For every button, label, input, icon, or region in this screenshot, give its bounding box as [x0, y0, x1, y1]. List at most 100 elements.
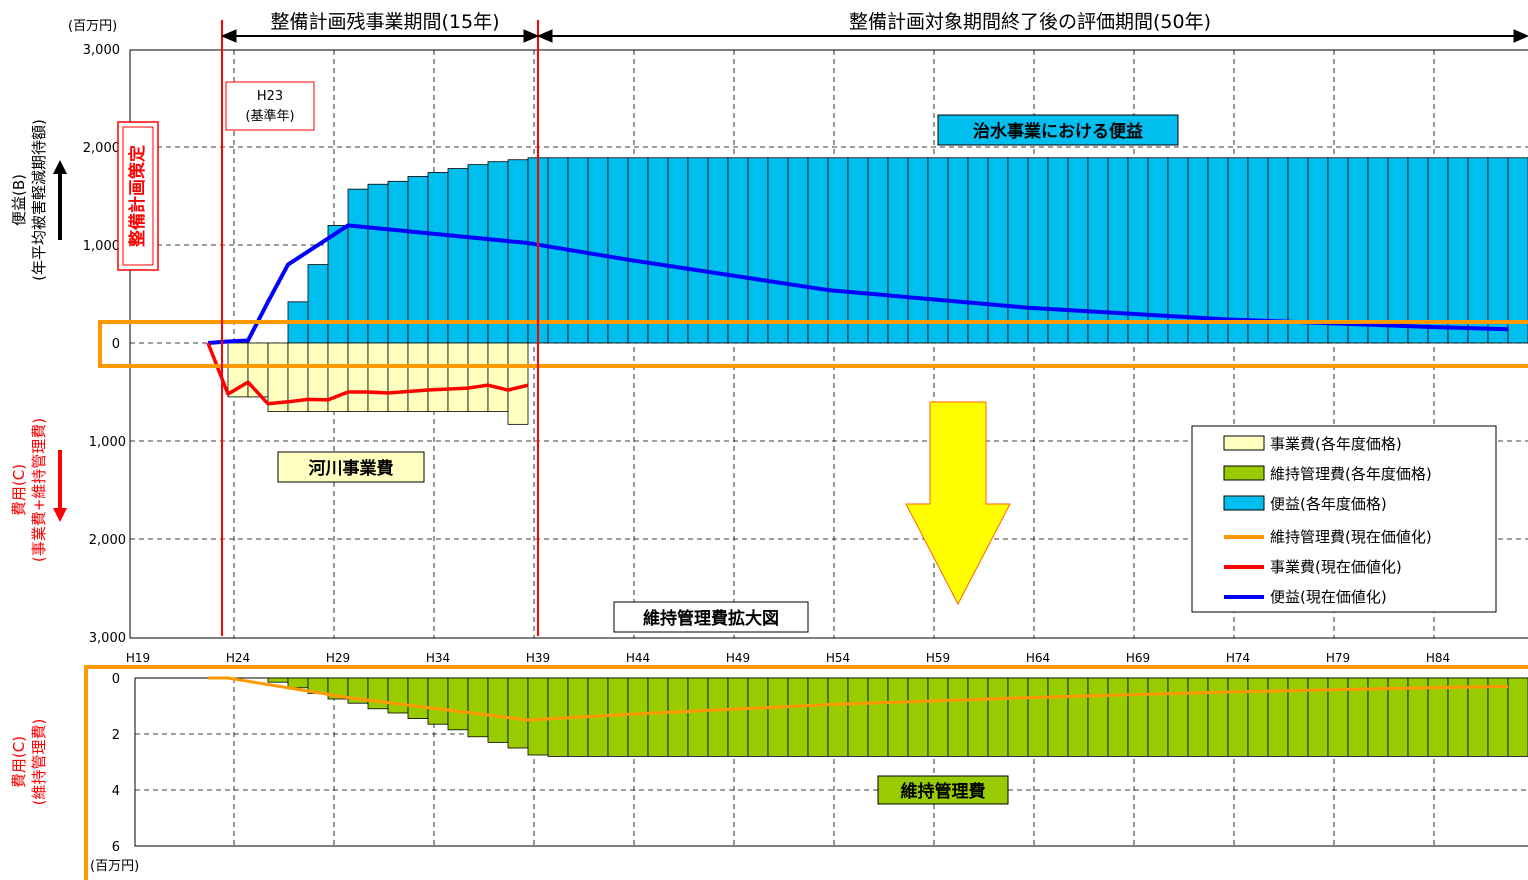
- river-cost-box-label: 河川事業費: [309, 458, 394, 479]
- benefit-bar: [607, 157, 629, 344]
- y-tick-benefit: 2,000: [83, 141, 120, 156]
- maintenance-bar: [1027, 677, 1049, 757]
- x-tick-label: H84: [1426, 651, 1450, 665]
- maintenance-bar: [407, 677, 429, 719]
- legend-swatch-benefit: [1223, 495, 1265, 511]
- benefit-bar: [307, 264, 329, 344]
- project-cost-bar: [247, 342, 269, 398]
- benefit-bar: [927, 157, 949, 344]
- benefit-bar: [1427, 157, 1449, 344]
- maintenance-bar: [887, 677, 909, 757]
- maintenance-bar: [927, 677, 949, 757]
- maintenance-bar: [987, 677, 1009, 757]
- maintenance-bar: [427, 677, 449, 725]
- maintenance-bar: [487, 677, 509, 743]
- benefit-bar: [1207, 157, 1229, 344]
- period1-arrow: [220, 29, 540, 43]
- y-tick-cost: 1,000: [89, 435, 126, 450]
- maintenance-bar: [1067, 677, 1089, 757]
- maintenance-bar: [287, 677, 309, 689]
- bottom-unit-label: (百万円): [90, 859, 139, 874]
- benefit-box: [937, 114, 1179, 146]
- y-tick-benefit: 1,000: [83, 239, 120, 254]
- bars: [227, 157, 1528, 757]
- benefit-bar: [947, 157, 969, 344]
- cost-down-arrow-icon: [53, 450, 67, 522]
- y-tick-maintenance: 4: [112, 784, 120, 799]
- period2-label: 整備計画対象期間終了後の評価期間(50年): [849, 11, 1211, 33]
- project-cost-bar: [447, 342, 469, 412]
- maintenance-bar: [1467, 677, 1489, 757]
- maintenance-box-label: 維持管理費: [901, 781, 986, 802]
- maintenance-bar: [1127, 677, 1149, 757]
- benefit-bar: [1187, 157, 1209, 344]
- benefit-bar: [1067, 157, 1089, 344]
- plan-label-box-inner: [122, 126, 154, 266]
- project-cost-bar: [347, 342, 369, 412]
- maintenance-bar: [607, 677, 629, 757]
- benefit-bar: [967, 157, 989, 344]
- y-tick-maintenance: 2: [112, 728, 120, 743]
- legend-swatch-project-cost: [1223, 435, 1265, 451]
- plan-label: 整備計画策定: [127, 145, 148, 247]
- project-cost-bar: [427, 342, 449, 412]
- x-tick-label: H49: [726, 651, 750, 665]
- legend-label-6: 便益(現在価値化): [1270, 588, 1387, 606]
- project-cost-bar: [407, 342, 429, 412]
- benefit-bar: [1507, 157, 1528, 344]
- legend-label-4: 維持管理費(現在価値化): [1270, 528, 1432, 546]
- benefit-bar: [847, 157, 869, 344]
- cost-pv-line: [206, 342, 529, 406]
- maintenance-bar: [667, 677, 689, 757]
- benefit-bar: [767, 157, 789, 344]
- benefit-bar: [347, 188, 369, 344]
- x-tick-label: H74: [1226, 651, 1250, 665]
- maintenance-bar: [787, 677, 809, 757]
- river-cost-box: [277, 451, 425, 483]
- benefit-bar: [1007, 157, 1029, 344]
- maintenance-bar: [967, 677, 989, 757]
- maintenance-bar: [1427, 677, 1449, 757]
- maintenance-bar: [947, 677, 969, 757]
- benefit-bar: [407, 175, 429, 344]
- benefit-bar: [887, 157, 909, 344]
- maintenance-bar: [447, 677, 469, 731]
- maintenance-bar: [1507, 677, 1528, 757]
- maintenance-bar: [627, 677, 649, 757]
- zero-highlight-box: [98, 320, 1528, 368]
- project-cost-bar: [507, 342, 529, 425]
- x-tick-label: H39: [526, 651, 550, 665]
- ylabel-maint-2: (維持管理費): [30, 719, 48, 806]
- benefit-bar: [507, 159, 529, 344]
- maintenance-bar: [267, 677, 289, 683]
- benefit-bar: [867, 157, 889, 344]
- x-tick-label: H29: [326, 651, 350, 665]
- maintenance-bar: [1007, 677, 1029, 757]
- project-cost-bar: [467, 342, 489, 412]
- ylabel-benefit-2: (年平均被害軽減期待額): [30, 119, 48, 281]
- maintenance-bar: [1447, 677, 1469, 757]
- benefit-bar: [987, 157, 1009, 344]
- benefit-bar: [1307, 157, 1329, 344]
- legend-label-5: 事業費(現在価値化): [1270, 558, 1402, 576]
- maintenance-bar: [1227, 677, 1249, 757]
- maintenance-bar: [747, 677, 769, 757]
- benefit-bar: [667, 157, 689, 344]
- base-year-label: H23: [257, 89, 283, 104]
- x-tick-label: H24: [226, 651, 250, 665]
- maintenance-bar: [1147, 677, 1169, 757]
- project-cost-bar: [367, 342, 389, 412]
- maintenance-bar: [1187, 677, 1209, 757]
- benefit-pv-line: [207, 223, 1509, 345]
- benefit-bar: [1227, 157, 1249, 344]
- benefit-bar: [327, 224, 349, 344]
- maintenance-bar: [387, 677, 409, 714]
- benefit-bar: [447, 168, 469, 344]
- period2-arrow: [536, 29, 1528, 43]
- series-lines: [206, 223, 1509, 722]
- benefit-bar: [1027, 157, 1049, 344]
- legend: 事業費(各年度価格) 維持管理費(各年度価格) 便益(各年度価格) 維持管理費(…: [1191, 425, 1497, 613]
- project-cost-bar: [387, 342, 409, 412]
